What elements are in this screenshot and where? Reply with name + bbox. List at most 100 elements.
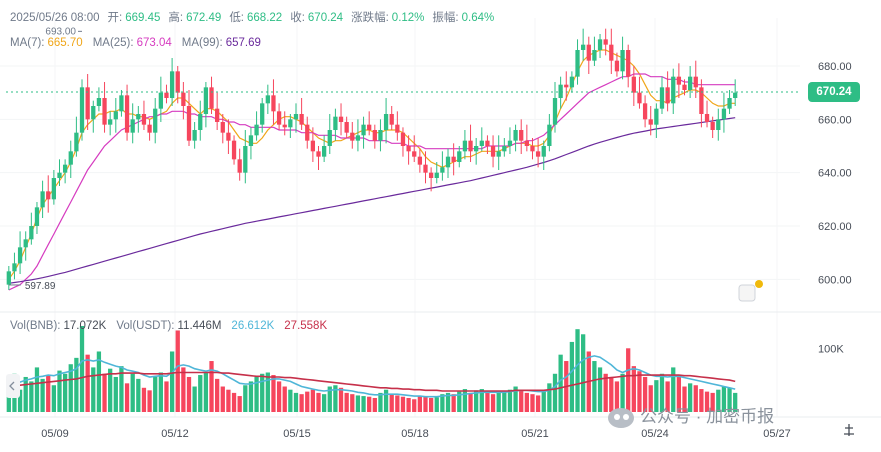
ohlc-label-change: 涨跌幅: — [351, 12, 389, 24]
volume-bar — [327, 386, 332, 412]
ohlc-value-change: 0.12% — [391, 12, 425, 24]
candle-body — [412, 151, 417, 157]
ohlc-label-close: 收: — [290, 12, 305, 24]
vol-legend-label: Vol(BNB): — [10, 320, 61, 332]
volume-bar — [378, 392, 383, 412]
volume-bar — [406, 397, 411, 412]
volume-bar — [192, 386, 197, 412]
candle-body — [113, 111, 118, 120]
x-tick-label: 05/27 — [763, 428, 791, 440]
volume-bar — [682, 386, 687, 412]
candle-body — [164, 92, 169, 98]
candle-body — [389, 114, 394, 125]
volume-bar — [198, 375, 203, 412]
volume-bar — [136, 378, 141, 412]
volume-bar — [412, 399, 417, 412]
volume-bar — [288, 389, 293, 412]
volume-bar — [569, 341, 575, 412]
volume-bar — [113, 376, 118, 412]
volume-bar — [203, 372, 209, 412]
vol-legend-value: 27.558K — [284, 320, 328, 332]
candle-body — [721, 108, 727, 120]
candle-body — [575, 50, 580, 77]
candle-body — [485, 140, 490, 146]
volume-bar — [231, 392, 237, 412]
candle-body — [6, 271, 11, 285]
candle-body — [428, 172, 434, 178]
y-tick-label: 680.00 — [818, 61, 852, 73]
x-tick-label: 05/12 — [161, 428, 189, 440]
candle-body — [631, 76, 636, 93]
candle-body — [316, 151, 321, 157]
candle-body — [513, 130, 518, 141]
settings-pin-icon[interactable] — [844, 424, 854, 436]
volume-bar — [338, 387, 344, 412]
candle-body — [586, 44, 591, 61]
volume-bar — [367, 396, 372, 412]
volume-bar — [91, 367, 96, 412]
chart-tools-icon[interactable] — [738, 284, 756, 302]
candle-body — [220, 122, 225, 133]
candle-body — [659, 87, 665, 109]
volume-bar — [479, 389, 484, 412]
candle-body — [141, 114, 147, 125]
y-tick-label: 600.00 — [818, 274, 852, 286]
candle-body — [192, 130, 197, 141]
candle-body — [547, 124, 552, 146]
candle-body — [372, 130, 377, 141]
chevron-left-icon — [9, 381, 15, 391]
candlestick-series — [6, 28, 738, 290]
y-tick-label: 640.00 — [818, 168, 852, 180]
candle-body — [367, 124, 372, 130]
volume-bar — [51, 385, 57, 412]
candle-body — [79, 87, 85, 133]
volume-bar — [502, 391, 507, 412]
vol-legend-value: 26.612K — [231, 320, 275, 332]
candle-body — [293, 114, 299, 120]
volume-bar — [395, 395, 400, 412]
volume-bar — [169, 351, 175, 412]
candle-body — [276, 111, 282, 125]
candle-body — [288, 119, 293, 128]
volume-bar — [417, 396, 423, 412]
candle-body — [169, 71, 175, 98]
volume-bar — [535, 395, 541, 412]
candle-body — [51, 178, 57, 200]
volume-bar — [355, 395, 361, 412]
ma-legend: MA(7): 665.70 MA(25): 673.04 MA(99): 657.69 — [10, 37, 274, 49]
y-tick-label: 620.00 — [818, 221, 852, 233]
volume-bar — [299, 394, 304, 412]
volume-bar — [108, 368, 113, 412]
candle-body — [474, 146, 479, 152]
ohlc-value-high: 672.49 — [186, 12, 222, 24]
volume-bar — [687, 383, 693, 412]
volume-bar — [665, 381, 670, 412]
candle-body — [85, 87, 90, 120]
vol-legend-value: 11.446M — [177, 320, 222, 332]
candle-body — [338, 116, 344, 122]
volume-bar — [614, 381, 620, 412]
ma-legend-label: MA(25): — [92, 37, 134, 49]
vma_fast-line — [8, 355, 736, 398]
candle-body — [321, 146, 327, 157]
ohlc-value-date: 2025/05/26 08:00 — [10, 12, 100, 24]
candle-body — [260, 103, 265, 125]
volume-bar — [237, 396, 242, 412]
volume-bar — [524, 392, 529, 412]
volume-bar — [620, 373, 625, 412]
volume-bar — [558, 354, 563, 412]
volume-bar — [209, 361, 214, 412]
volume-bar — [153, 376, 158, 412]
candle-body — [153, 108, 158, 133]
volume-bar — [215, 378, 220, 412]
volume-bar — [46, 375, 51, 412]
candle-body — [682, 84, 687, 90]
candle-body — [423, 164, 428, 173]
volume-bar — [23, 376, 28, 412]
volume-bar — [40, 378, 45, 412]
volume-bar — [321, 394, 327, 412]
collapse-handle-icon[interactable] — [6, 374, 20, 398]
volume-bar — [445, 392, 451, 412]
volume-bar — [575, 329, 580, 412]
